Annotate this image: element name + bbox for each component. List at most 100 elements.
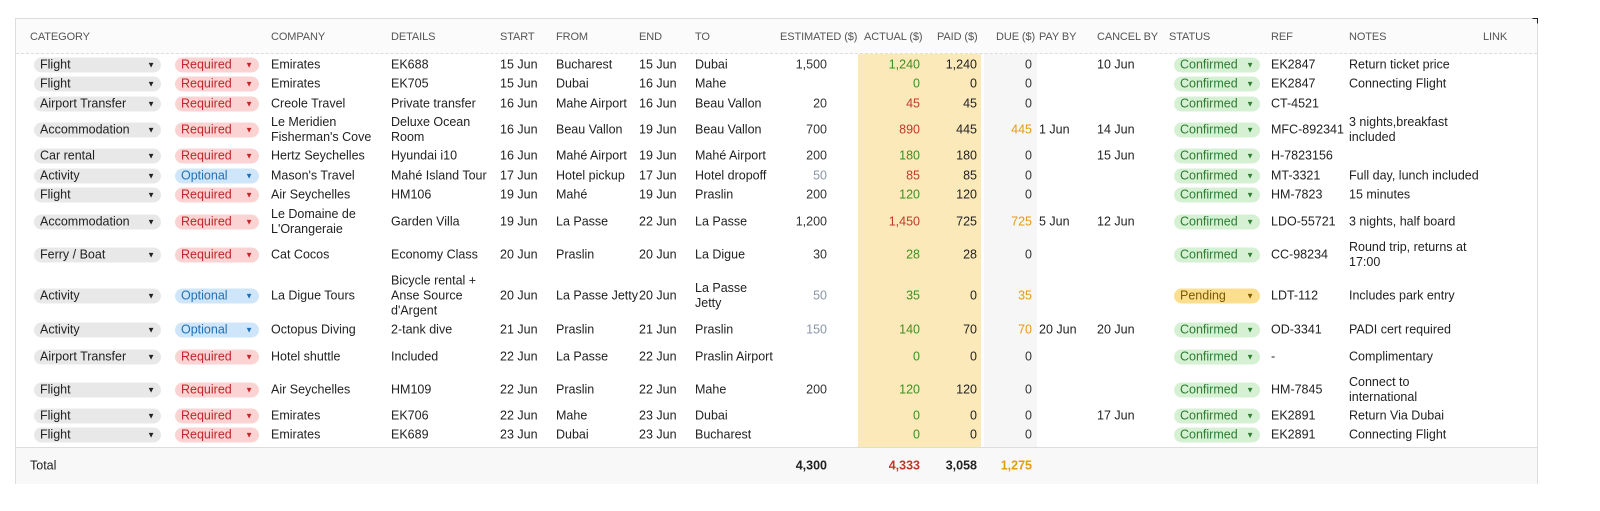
header-pay-by[interactable]: PAY BY xyxy=(1039,31,1077,43)
status-select[interactable]: Confirmed ▼ xyxy=(1174,96,1260,112)
status-value: Confirmed xyxy=(1180,408,1238,423)
end-cell: 19 Jun xyxy=(639,148,677,163)
notes-cell: PADI cert required xyxy=(1349,322,1451,337)
header-link[interactable]: LINK xyxy=(1483,31,1508,43)
end-cell: 17 Jun xyxy=(639,168,677,183)
priority-select[interactable]: Required ▼ xyxy=(175,349,259,364)
category-value: Accommodation xyxy=(40,214,130,228)
actual-cell: 0 xyxy=(913,408,920,423)
from-cell: Praslin xyxy=(556,322,595,337)
chevron-down-icon: ▼ xyxy=(1246,217,1254,226)
estimated-cell: 200 xyxy=(806,382,827,396)
chevron-down-icon: ▼ xyxy=(1246,151,1254,161)
category-select[interactable]: Accommodation ▼ xyxy=(34,214,161,229)
chevron-down-icon: ▼ xyxy=(147,250,155,260)
priority-select[interactable]: Required ▼ xyxy=(175,122,259,138)
start-cell: 19 Jun xyxy=(500,187,538,202)
status-select[interactable]: Confirmed ▼ xyxy=(1174,76,1260,92)
notes-cell: Return Via Dubai xyxy=(1349,408,1444,423)
header-to[interactable]: TO xyxy=(695,31,710,43)
chevron-down-icon: ▼ xyxy=(147,190,155,200)
total-estimated: 4,300 xyxy=(795,458,827,473)
priority-select[interactable]: Required ▼ xyxy=(175,57,259,73)
header-cancel-by[interactable]: CANCEL BY xyxy=(1097,31,1159,43)
priority-select[interactable]: Required ▼ xyxy=(175,214,259,229)
category-select[interactable]: Activity ▼ xyxy=(34,168,161,184)
status-select[interactable]: Confirmed ▼ xyxy=(1174,382,1260,397)
due-cell: 70 xyxy=(1018,322,1032,337)
header-estimated[interactable]: ESTIMATED ($) xyxy=(780,31,858,43)
status-select[interactable]: Confirmed ▼ xyxy=(1174,168,1260,184)
status-select[interactable]: Confirmed ▼ xyxy=(1174,322,1260,338)
notes-cell: Return ticket price xyxy=(1349,57,1450,72)
end-cell: 15 Jun xyxy=(639,57,677,72)
priority-select[interactable]: Optional ▼ xyxy=(175,322,259,338)
header-ref[interactable]: REF xyxy=(1271,31,1293,43)
actual-paid-highlight xyxy=(858,54,981,447)
category-select[interactable]: Flight ▼ xyxy=(34,427,161,443)
priority-select[interactable]: Required ▼ xyxy=(175,247,259,263)
category-value: Flight xyxy=(40,76,71,91)
header-company[interactable]: COMPANY xyxy=(271,31,326,43)
category-select[interactable]: Flight ▼ xyxy=(34,57,161,73)
category-select[interactable]: Accommodation ▼ xyxy=(34,122,161,138)
chevron-down-icon: ▼ xyxy=(245,125,253,135)
header-from[interactable]: FROM xyxy=(556,31,588,43)
header-start[interactable]: START xyxy=(500,31,535,43)
actual-cell: 140 xyxy=(899,322,920,337)
priority-select[interactable]: Required ▼ xyxy=(175,96,259,112)
notes-cell: Full day, lunch included xyxy=(1349,168,1479,183)
status-select[interactable]: Confirmed ▼ xyxy=(1174,214,1260,229)
category-value: Activity xyxy=(40,288,80,303)
category-select[interactable]: Activity ▼ xyxy=(34,322,161,338)
company-cell: Emirates xyxy=(271,408,321,423)
priority-select[interactable]: Required ▼ xyxy=(175,187,259,203)
chevron-down-icon: ▼ xyxy=(245,291,253,301)
header-notes[interactable]: NOTES xyxy=(1349,31,1387,43)
priority-select[interactable]: Required ▼ xyxy=(175,148,259,164)
pay-by-cell: 20 Jun xyxy=(1039,322,1077,337)
status-select[interactable]: Confirmed ▼ xyxy=(1174,122,1260,138)
priority-select[interactable]: Required ▼ xyxy=(175,382,259,397)
priority-select[interactable]: Required ▼ xyxy=(175,408,259,424)
header-status[interactable]: STATUS xyxy=(1169,31,1211,43)
end-cell: 20 Jun xyxy=(639,247,677,262)
category-select[interactable]: Ferry / Boat ▼ xyxy=(34,247,161,263)
category-select[interactable]: Activity ▼ xyxy=(34,288,161,304)
priority-select[interactable]: Optional ▼ xyxy=(175,288,259,304)
priority-select[interactable]: Required ▼ xyxy=(175,76,259,92)
priority-select[interactable]: Required ▼ xyxy=(175,427,259,443)
company-cell: Le Meridien Fisherman's Cove xyxy=(271,115,372,144)
status-select[interactable]: Confirmed ▼ xyxy=(1174,148,1260,164)
category-select[interactable]: Flight ▼ xyxy=(34,382,161,397)
paid-cell: 1,240 xyxy=(945,57,977,72)
category-select[interactable]: Car rental ▼ xyxy=(34,148,161,164)
priority-select[interactable]: Optional ▼ xyxy=(175,168,259,184)
header-paid[interactable]: PAID ($) xyxy=(937,31,978,43)
table-row: Flight ▼ Required ▼ Air Seychelles HM109 22 Ju… xyxy=(16,373,1537,406)
priority-value: Required xyxy=(181,122,232,137)
category-select[interactable]: Flight ▼ xyxy=(34,76,161,92)
category-select[interactable]: Airport Transfer ▼ xyxy=(34,349,161,364)
estimated-cell: 50 xyxy=(813,168,827,183)
category-select[interactable]: Flight ▼ xyxy=(34,187,161,203)
estimated-cell: 200 xyxy=(806,148,827,163)
ref-cell: OD-3341 xyxy=(1271,322,1322,337)
status-select[interactable]: Confirmed ▼ xyxy=(1174,349,1260,364)
header-end[interactable]: END xyxy=(639,31,662,43)
chevron-down-icon: ▼ xyxy=(1246,291,1254,301)
header-due[interactable]: DUE ($) xyxy=(996,31,1036,43)
category-select[interactable]: Flight ▼ xyxy=(34,408,161,424)
due-cell: 0 xyxy=(1025,382,1032,396)
header-actual[interactable]: ACTUAL ($) xyxy=(864,31,923,43)
status-select[interactable]: Confirmed ▼ xyxy=(1174,427,1260,443)
status-select[interactable]: Confirmed ▼ xyxy=(1174,247,1260,263)
due-cell: 0 xyxy=(1025,76,1032,91)
status-select[interactable]: Confirmed ▼ xyxy=(1174,57,1260,73)
status-select[interactable]: Pending ▼ xyxy=(1174,288,1260,304)
category-select[interactable]: Airport Transfer ▼ xyxy=(34,96,161,112)
header-category[interactable]: CATEGORY xyxy=(30,31,90,43)
status-select[interactable]: Confirmed ▼ xyxy=(1174,408,1260,424)
header-details[interactable]: DETAILS xyxy=(391,31,436,43)
status-select[interactable]: Confirmed ▼ xyxy=(1174,187,1260,203)
